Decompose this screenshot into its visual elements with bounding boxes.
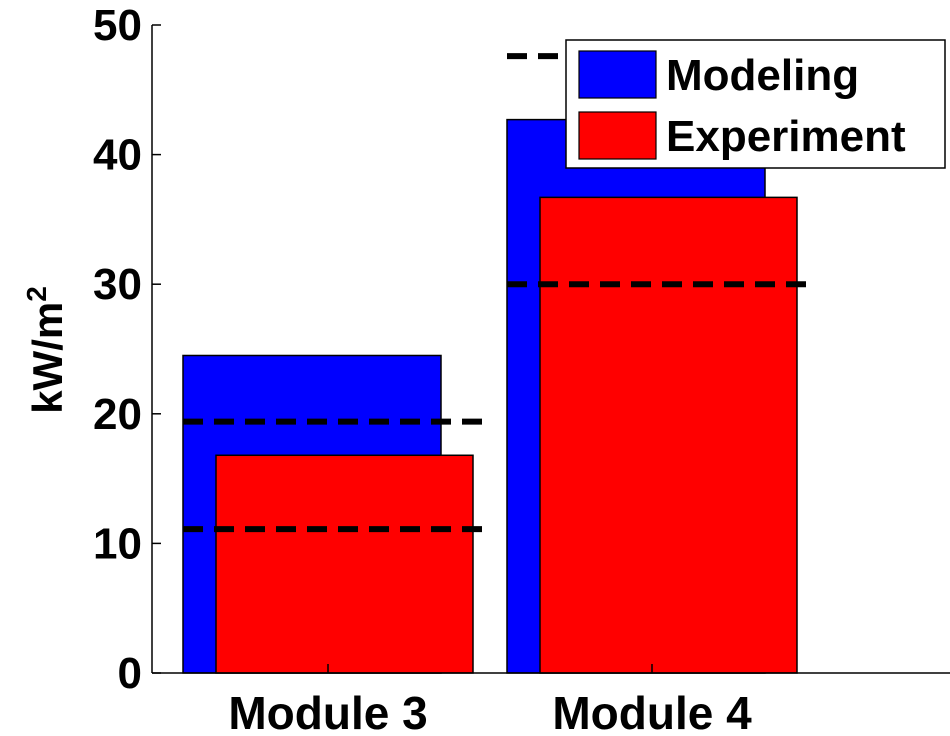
category-label-3: Module 3 xyxy=(228,687,427,736)
y-tick-label-30: 30 xyxy=(93,260,142,309)
legend: Modeling Experiment xyxy=(565,39,946,169)
y-axis-label: kW/m2 xyxy=(21,286,71,414)
legend-label-experiment: Experiment xyxy=(666,112,906,161)
plot-area: 0 10 20 30 40 50 Module 3 Module 4 Modeling Exper… xyxy=(93,1,950,736)
legend-swatch-experiment xyxy=(578,111,657,160)
bar-experiment-4 xyxy=(539,196,798,674)
y-axis-label-superscript: 2 xyxy=(21,286,52,302)
legend-label-modeling: Modeling xyxy=(666,51,859,100)
y-tick-label-20: 20 xyxy=(93,390,142,439)
category-label-4: Module 4 xyxy=(552,687,752,736)
y-tick-label-40: 40 xyxy=(93,131,142,180)
y-tick-label-10: 10 xyxy=(93,519,142,568)
y-tick-label-0: 0 xyxy=(118,649,142,698)
legend-swatch-modeling xyxy=(578,50,657,99)
y-axis-label-text: kW/m xyxy=(24,302,71,414)
bar-experiment-3 xyxy=(215,454,474,674)
y-tick-label-50: 50 xyxy=(93,1,142,50)
